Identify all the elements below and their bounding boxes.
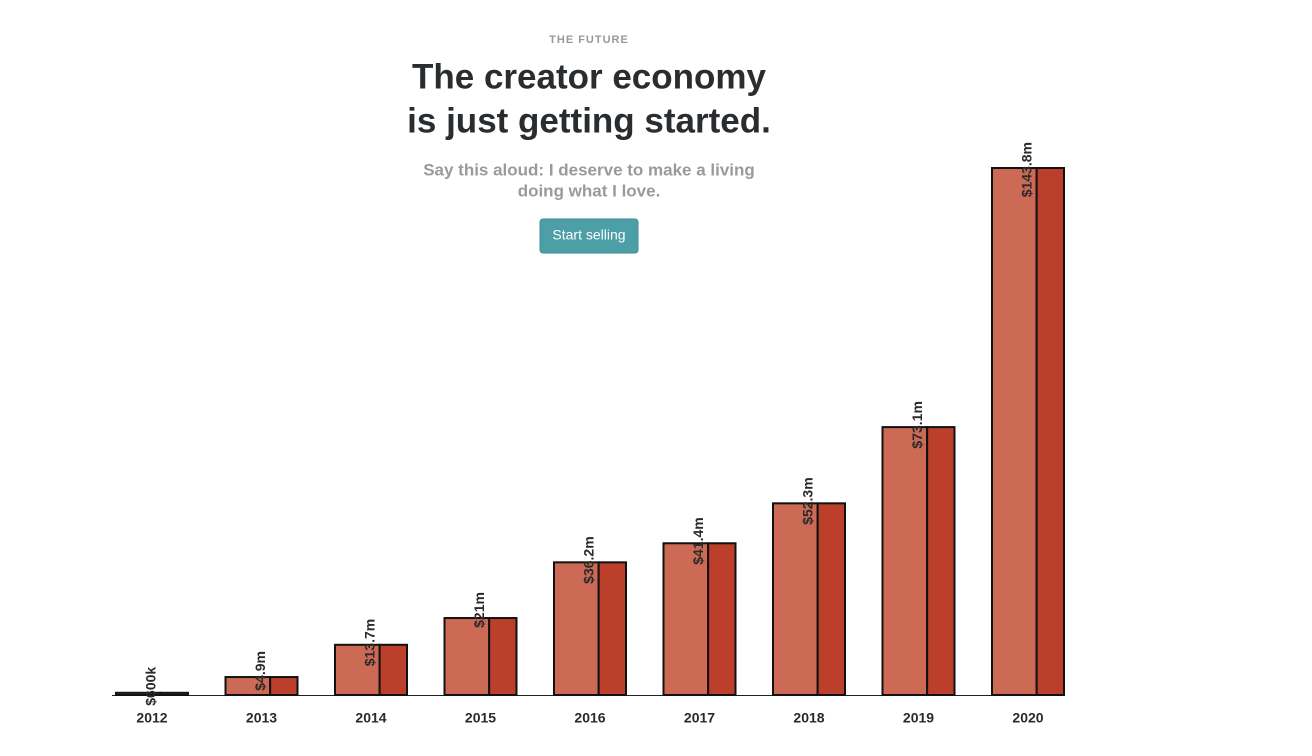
subtitle: doing what I love. (518, 181, 661, 200)
x-tick-label: 2018 (793, 710, 824, 726)
value-label: $41.4m (690, 517, 706, 564)
bar (443, 617, 491, 696)
value-label: $21m (471, 592, 487, 628)
x-tick-label: 2015 (465, 710, 496, 726)
bar (662, 542, 710, 697)
subtitle: Say this aloud: I deserve to make a livi… (423, 160, 755, 179)
bar-side (378, 643, 409, 696)
button-label[interactable]: Start selling (552, 227, 625, 243)
bar-side (1035, 167, 1066, 696)
value-label: $36.2m (581, 536, 597, 583)
bar-side (926, 426, 956, 696)
value-label: $13.7m (362, 619, 378, 666)
x-tick-label: 2020 (1012, 710, 1043, 726)
value-label: $600k (143, 667, 159, 706)
bar (772, 502, 819, 696)
bar-side (269, 676, 299, 696)
x-tick-label: 2017 (684, 710, 715, 726)
bar-side (707, 542, 737, 697)
eyebrow: THE FUTURE (549, 34, 629, 46)
x-tick-label: 2012 (136, 710, 167, 726)
value-label: $4.9m (252, 651, 268, 691)
bar (881, 426, 929, 696)
button-bg[interactable] (539, 218, 639, 254)
x-tick-label: 2016 (574, 710, 605, 726)
bar (991, 167, 1038, 696)
bar-side (597, 561, 628, 696)
x-tick-label: 2014 (355, 710, 386, 726)
start-selling-button[interactable]: Start selling (539, 218, 639, 254)
value-label: $73.1m (909, 401, 925, 448)
bar-side (816, 502, 847, 696)
bar (334, 643, 381, 696)
value-label: $52.3m (800, 477, 816, 524)
headline: The creator economy (412, 57, 767, 96)
headline: is just getting started. (407, 101, 771, 140)
x-tick-label: 2019 (903, 710, 934, 726)
x-tick-label: 2013 (246, 710, 277, 726)
bar-side (488, 617, 518, 696)
value-label: $143.8m (1019, 142, 1035, 197)
bar-side (159, 691, 189, 696)
